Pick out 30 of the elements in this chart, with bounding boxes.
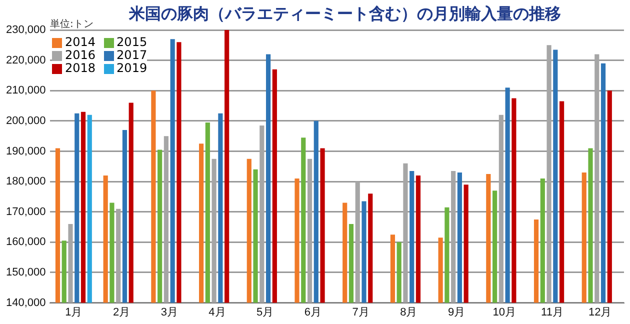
x-tick-label: 5月: [256, 306, 274, 318]
legend-label: 2015: [116, 35, 148, 49]
legend-label: 2018: [65, 61, 96, 75]
x-tick-label: 12月: [588, 306, 612, 318]
x-tick-label: 1月: [65, 306, 82, 318]
chart-title: 米国の豚肉（バラエティーミート含む）の月別輸入量の推移: [129, 4, 561, 23]
y-tick-label: 180,000: [6, 176, 46, 188]
y-tick-label: 230,000: [6, 24, 46, 36]
x-tick-label: 8月: [400, 306, 418, 318]
x-tick-label: 3月: [160, 306, 178, 318]
x-tick-label: 7月: [352, 306, 370, 318]
x-tick-label: 6月: [304, 306, 322, 318]
y-tick-label: 210,000: [6, 84, 46, 97]
text: 単位:トン: [50, 18, 94, 31]
y-tick-label: 200,000: [6, 114, 46, 127]
x-tick-label: 10月: [492, 306, 516, 318]
legend-label: 2019: [116, 61, 148, 75]
x-tick-label: 4月: [208, 306, 226, 318]
y-tick-label: 140,000: [6, 296, 46, 309]
y-tick-label: 150,000: [6, 266, 46, 279]
legend-label: 2014: [65, 35, 96, 49]
legend-label: 2016: [65, 48, 96, 62]
legend-label: 2017: [116, 48, 148, 62]
y-tick-label: 160,000: [6, 236, 46, 248]
y-tick-label: 170,000: [6, 206, 46, 218]
x-tick-label: 11月: [541, 306, 564, 318]
y-tick-label: 220,000: [6, 54, 46, 66]
x-tick-label: 2月: [112, 306, 130, 318]
x-tick-label: 9月: [448, 306, 466, 318]
y-tick-label: 190,000: [6, 145, 46, 158]
